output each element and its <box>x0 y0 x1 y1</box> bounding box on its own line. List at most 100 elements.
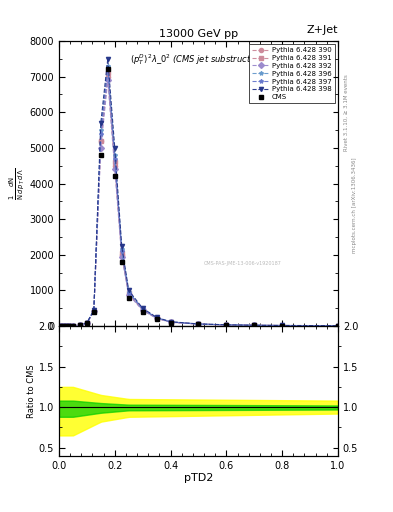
Pythia 6.428 390 <box>154 315 159 322</box>
Pythia 6.428 398 <box>119 243 124 249</box>
Pythia 6.428 397 <box>61 323 66 329</box>
Text: CMS-PAS-JME-13-006-v1920187: CMS-PAS-JME-13-006-v1920187 <box>204 261 282 266</box>
Pythia 6.428 397 <box>105 67 110 73</box>
Pythia 6.428 396 <box>105 63 110 69</box>
Pythia 6.428 397 <box>196 321 201 327</box>
Pythia 6.428 392 <box>154 315 159 322</box>
CMS <box>196 321 201 327</box>
Pythia 6.428 392 <box>84 320 89 326</box>
Line: Pythia 6.428 392: Pythia 6.428 392 <box>58 78 340 328</box>
Pythia 6.428 390 <box>127 291 131 297</box>
Pythia 6.428 398 <box>58 323 63 329</box>
Pythia 6.428 391 <box>92 308 96 314</box>
Pythia 6.428 391 <box>98 138 103 144</box>
Pythia 6.428 398 <box>280 323 285 329</box>
Pythia 6.428 396 <box>252 322 257 328</box>
CMS <box>119 259 124 265</box>
CMS <box>84 320 89 326</box>
Pythia 6.428 391 <box>154 315 159 321</box>
Pythia 6.428 392 <box>140 307 145 313</box>
CMS <box>224 322 229 328</box>
Pythia 6.428 392 <box>168 319 173 325</box>
CMS <box>92 309 96 315</box>
Pythia 6.428 396 <box>119 246 124 252</box>
Pythia 6.428 396 <box>92 307 96 313</box>
Pythia 6.428 390 <box>71 323 75 329</box>
Text: Rivet 3.1.10, ≥ 3.1M events: Rivet 3.1.10, ≥ 3.1M events <box>344 74 349 151</box>
Pythia 6.428 390 <box>168 319 173 325</box>
Pythia 6.428 398 <box>196 321 201 327</box>
Pythia 6.428 398 <box>71 323 75 329</box>
CMS <box>98 152 103 158</box>
Pythia 6.428 397 <box>98 131 103 137</box>
Pythia 6.428 390 <box>196 321 201 327</box>
Pythia 6.428 391 <box>252 322 257 328</box>
Pythia 6.428 392 <box>336 323 340 329</box>
Pythia 6.428 392 <box>112 166 117 173</box>
Legend: Pythia 6.428 390, Pythia 6.428 391, Pythia 6.428 392, Pythia 6.428 396, Pythia 6: Pythia 6.428 390, Pythia 6.428 391, Pyth… <box>249 45 334 103</box>
Pythia 6.428 392 <box>252 322 257 328</box>
Pythia 6.428 396 <box>77 322 82 328</box>
Pythia 6.428 392 <box>280 323 285 329</box>
Pythia 6.428 390 <box>119 252 124 258</box>
CMS <box>71 323 75 329</box>
Pythia 6.428 392 <box>92 308 96 314</box>
CMS <box>280 323 285 329</box>
Pythia 6.428 390 <box>224 322 229 328</box>
Pythia 6.428 390 <box>64 323 68 329</box>
Pythia 6.428 397 <box>58 323 63 329</box>
Pythia 6.428 391 <box>84 320 89 326</box>
Pythia 6.428 396 <box>58 323 63 329</box>
Pythia 6.428 390 <box>105 74 110 80</box>
Pythia 6.428 397 <box>224 322 229 328</box>
Pythia 6.428 396 <box>112 152 117 158</box>
Pythia 6.428 396 <box>64 323 68 329</box>
Pythia 6.428 391 <box>61 323 66 329</box>
Pythia 6.428 391 <box>71 323 75 329</box>
Pythia 6.428 397 <box>66 323 71 329</box>
Line: Pythia 6.428 390: Pythia 6.428 390 <box>58 75 340 328</box>
Pythia 6.428 392 <box>105 77 110 83</box>
Pythia 6.428 396 <box>61 323 66 329</box>
Pythia 6.428 392 <box>224 322 229 328</box>
Pythia 6.428 397 <box>64 323 68 329</box>
Y-axis label: $\frac{1}{\mathrm{N}}\frac{d\mathrm{N}}{d\,p_T\,d\,\Lambda}$: $\frac{1}{\mathrm{N}}\frac{d\mathrm{N}}{… <box>7 167 27 200</box>
Pythia 6.428 398 <box>168 318 173 325</box>
Pythia 6.428 398 <box>140 305 145 311</box>
Pythia 6.428 390 <box>61 323 66 329</box>
Pythia 6.428 398 <box>224 322 229 328</box>
Pythia 6.428 390 <box>77 322 82 328</box>
Pythia 6.428 397 <box>252 322 257 328</box>
Pythia 6.428 390 <box>112 163 117 169</box>
CMS <box>168 319 173 326</box>
Pythia 6.428 397 <box>119 248 124 254</box>
Pythia 6.428 391 <box>58 323 63 329</box>
Pythia 6.428 391 <box>64 323 68 329</box>
Pythia 6.428 398 <box>105 56 110 62</box>
Pythia 6.428 397 <box>112 156 117 162</box>
Pythia 6.428 397 <box>84 320 89 326</box>
CMS <box>58 323 63 329</box>
Pythia 6.428 390 <box>252 322 257 328</box>
Text: $(p_T^D)^2\lambda\_0^2$ (CMS jet substructure): $(p_T^D)^2\lambda\_0^2$ (CMS jet substru… <box>130 52 267 67</box>
Pythia 6.428 397 <box>140 306 145 312</box>
Pythia 6.428 392 <box>61 323 66 329</box>
Text: Z+Jet: Z+Jet <box>307 25 338 35</box>
CMS <box>61 323 66 329</box>
Pythia 6.428 398 <box>84 320 89 326</box>
Pythia 6.428 392 <box>127 292 131 298</box>
Pythia 6.428 392 <box>98 145 103 151</box>
Pythia 6.428 397 <box>168 319 173 325</box>
Pythia 6.428 396 <box>98 127 103 133</box>
Line: Pythia 6.428 397: Pythia 6.428 397 <box>58 68 340 328</box>
Pythia 6.428 390 <box>280 323 285 329</box>
Pythia 6.428 397 <box>127 289 131 295</box>
Pythia 6.428 392 <box>119 253 124 260</box>
Pythia 6.428 391 <box>105 70 110 76</box>
Pythia 6.428 391 <box>127 290 131 296</box>
Line: CMS: CMS <box>58 67 340 328</box>
Line: Pythia 6.428 396: Pythia 6.428 396 <box>58 64 340 328</box>
Pythia 6.428 398 <box>154 314 159 321</box>
Pythia 6.428 396 <box>71 323 75 329</box>
Pythia 6.428 397 <box>280 323 285 329</box>
